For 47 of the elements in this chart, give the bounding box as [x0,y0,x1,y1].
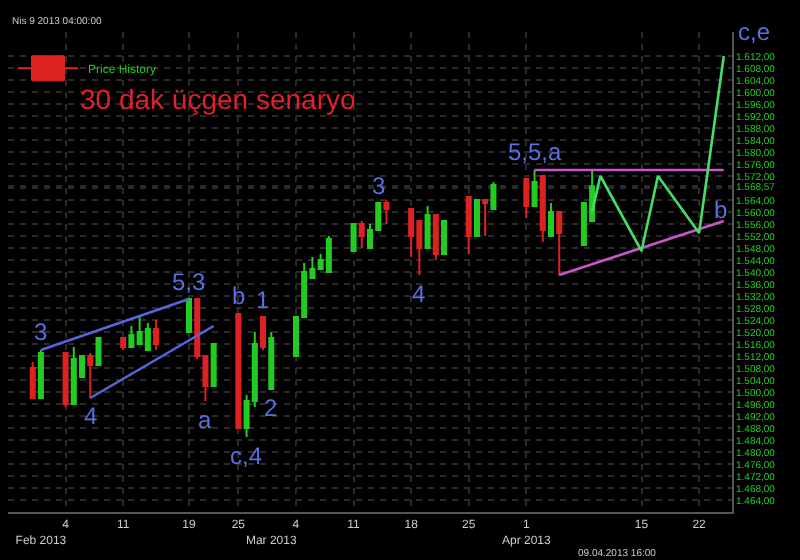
annotation: 4 [412,280,426,308]
annotation: b [714,196,728,224]
candlestick [120,337,127,351]
annotation: 3 [372,172,386,200]
candlestick [523,178,530,219]
candlestick [70,346,77,405]
candlestick [424,205,431,249]
annotation: 1 [256,286,270,314]
candlestick [531,169,538,207]
candlestick [432,214,439,261]
annotation: c,e [738,18,771,46]
candlestick [144,322,151,351]
annotation: 5,3 [172,268,207,296]
annotation: 3 [34,318,48,346]
candlestick [95,337,102,366]
annotation: 4 [84,402,98,430]
candlestick [136,316,143,345]
annotation: 5,5,a [508,138,563,166]
annotation: b [232,282,246,310]
candlestick [62,352,69,408]
line-series [590,54,726,253]
candlestick [37,349,44,399]
candlestick [260,316,267,351]
annotation: c,4 [230,442,263,470]
candlestick [87,352,94,399]
candlestick [547,202,555,237]
candlestick [383,199,390,225]
candlestick [441,220,448,255]
candlestick [539,175,546,243]
candlestick [465,196,472,255]
candlestick [185,298,193,333]
candlestick [482,199,489,237]
candlestick [358,220,365,249]
candlestick [153,319,160,351]
candlestick [325,235,332,273]
candlestick [350,223,357,252]
annotation: a [198,406,212,434]
candlestick [235,313,242,429]
candlestick [473,199,480,237]
candlestick [556,211,563,276]
candlestick [490,181,497,210]
candlestick [29,361,36,399]
annotation: 2 [264,394,278,422]
candlestick [268,331,275,390]
candlestick [128,325,135,348]
candlestick [210,343,217,387]
text: 30 dak üçgen senaryo [80,83,356,116]
